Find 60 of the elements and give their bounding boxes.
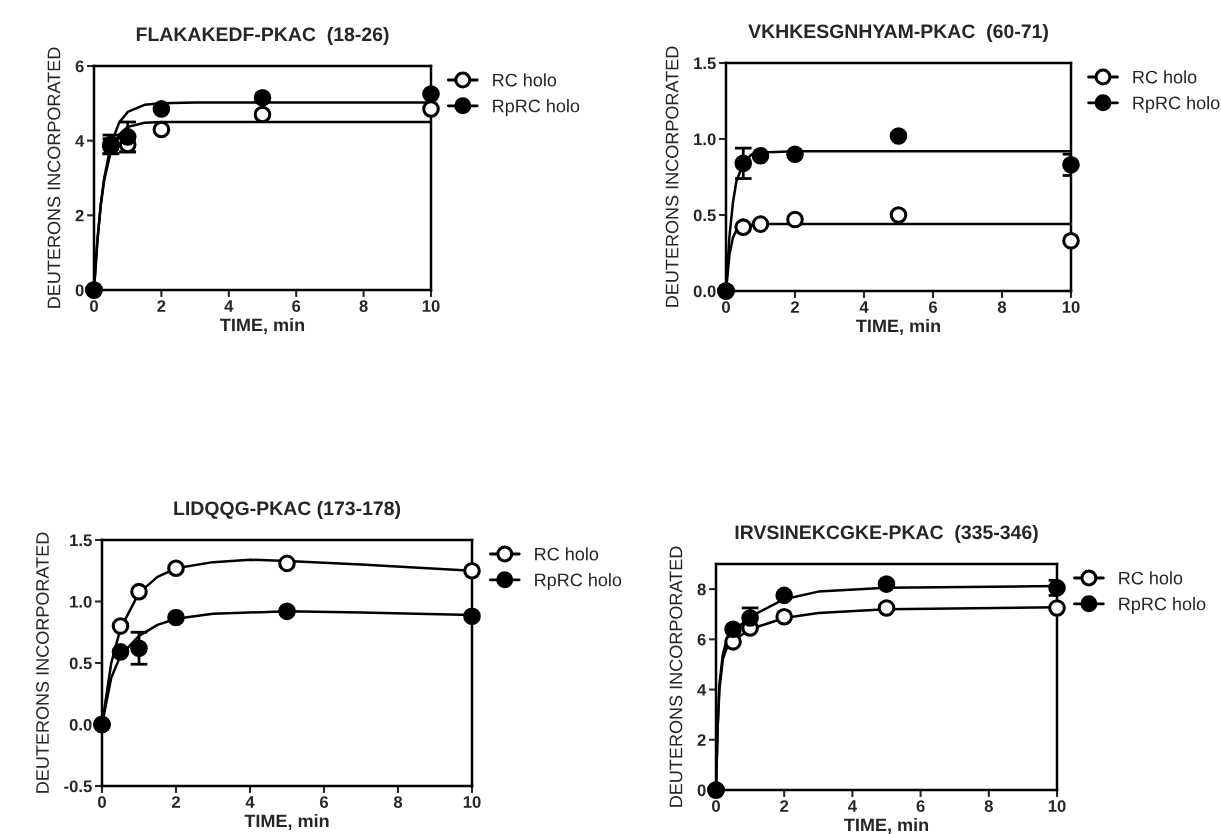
x-tick-label: 10 <box>463 796 481 808</box>
legend-label: RC holo <box>535 547 599 561</box>
y-tick-label: 1.0 <box>70 595 92 608</box>
x-axis-title: TIME, min <box>220 318 305 334</box>
legend-label: RpRC holo <box>1119 597 1206 614</box>
chart-title: FLAKAKEDF-PKAC (18-26) <box>136 26 389 46</box>
y-tick-label: 0 <box>75 284 84 297</box>
x-tick-label: 4 <box>859 301 869 313</box>
y-axis-title: DEUTERONS INCORPORATED <box>665 46 679 307</box>
y-tick-label: 1.5 <box>70 534 92 547</box>
y-tick-label: 2 <box>75 209 84 222</box>
legend-label: RC holo <box>493 73 557 87</box>
y-tick-label: 6 <box>697 633 706 646</box>
chart-title: IRVSINEKCGKE-PKAC (335-346) <box>735 524 1038 544</box>
x-axis-title: TIME, min <box>844 818 929 834</box>
legend-label: RpRC holo <box>493 99 580 116</box>
x-tick-label: 10 <box>422 300 440 312</box>
y-tick-label: 6 <box>75 60 84 73</box>
y-tick-label: 1.5 <box>694 57 716 70</box>
x-tick-label: 4 <box>224 300 234 312</box>
y-tick-label: 0.0 <box>693 285 716 298</box>
x-tick-label: 6 <box>928 301 938 313</box>
x-tick-label: 8 <box>984 800 993 812</box>
x-tick-label: 2 <box>790 301 799 313</box>
x-tick-label: 8 <box>359 300 368 312</box>
chart-title: VKHKESGNHYAM-PKAC (60-71) <box>748 23 1048 43</box>
x-tick-label: 4 <box>245 796 255 808</box>
x-tick-label: 8 <box>393 796 403 808</box>
y-axis-title: DEUTERONS INCORPORATED <box>669 546 683 807</box>
y-tick-label: 0.0 <box>69 718 92 731</box>
x-tick-label: 4 <box>848 800 857 812</box>
y-tick-label: 8 <box>697 583 706 596</box>
x-tick-label: 6 <box>319 796 329 808</box>
y-tick-label: 4 <box>75 135 85 147</box>
x-tick-label: 10 <box>1048 800 1066 812</box>
y-tick-label: 1.0 <box>694 133 716 146</box>
legend-label: RpRC holo <box>535 573 622 590</box>
x-tick-label: 0 <box>722 301 730 313</box>
x-axis-title: TIME, min <box>856 319 941 335</box>
y-tick-label: -0.5 <box>64 780 92 793</box>
y-axis-title: DEUTERONS INCORPORATED <box>36 532 49 793</box>
x-tick-label: 10 <box>1062 301 1080 313</box>
y-tick-label: 2 <box>697 734 706 746</box>
x-tick-label: 6 <box>916 800 925 812</box>
legend-label: RpRC holo <box>1133 96 1220 113</box>
legend-label: RC holo <box>1119 571 1183 585</box>
chart-title: LIDQQG-PKAC (173-178) <box>174 500 401 520</box>
x-axis-title: TIME, min <box>244 814 329 830</box>
y-axis-title: DEUTERONS INCORPORATED <box>47 47 61 308</box>
x-tick-label: 2 <box>157 300 166 312</box>
x-tick-label: 8 <box>997 301 1007 313</box>
x-tick-label: 2 <box>171 796 180 808</box>
y-tick-label: 0 <box>697 784 706 797</box>
legend-label: RC holo <box>1133 70 1197 84</box>
y-tick-label: 0.5 <box>69 657 92 670</box>
y-tick-label: 4 <box>697 684 707 696</box>
x-tick-label: 6 <box>292 300 301 312</box>
y-tick-label: 0.5 <box>693 209 716 222</box>
x-tick-label: 2 <box>780 800 789 812</box>
x-tick-label: 0 <box>98 796 106 808</box>
